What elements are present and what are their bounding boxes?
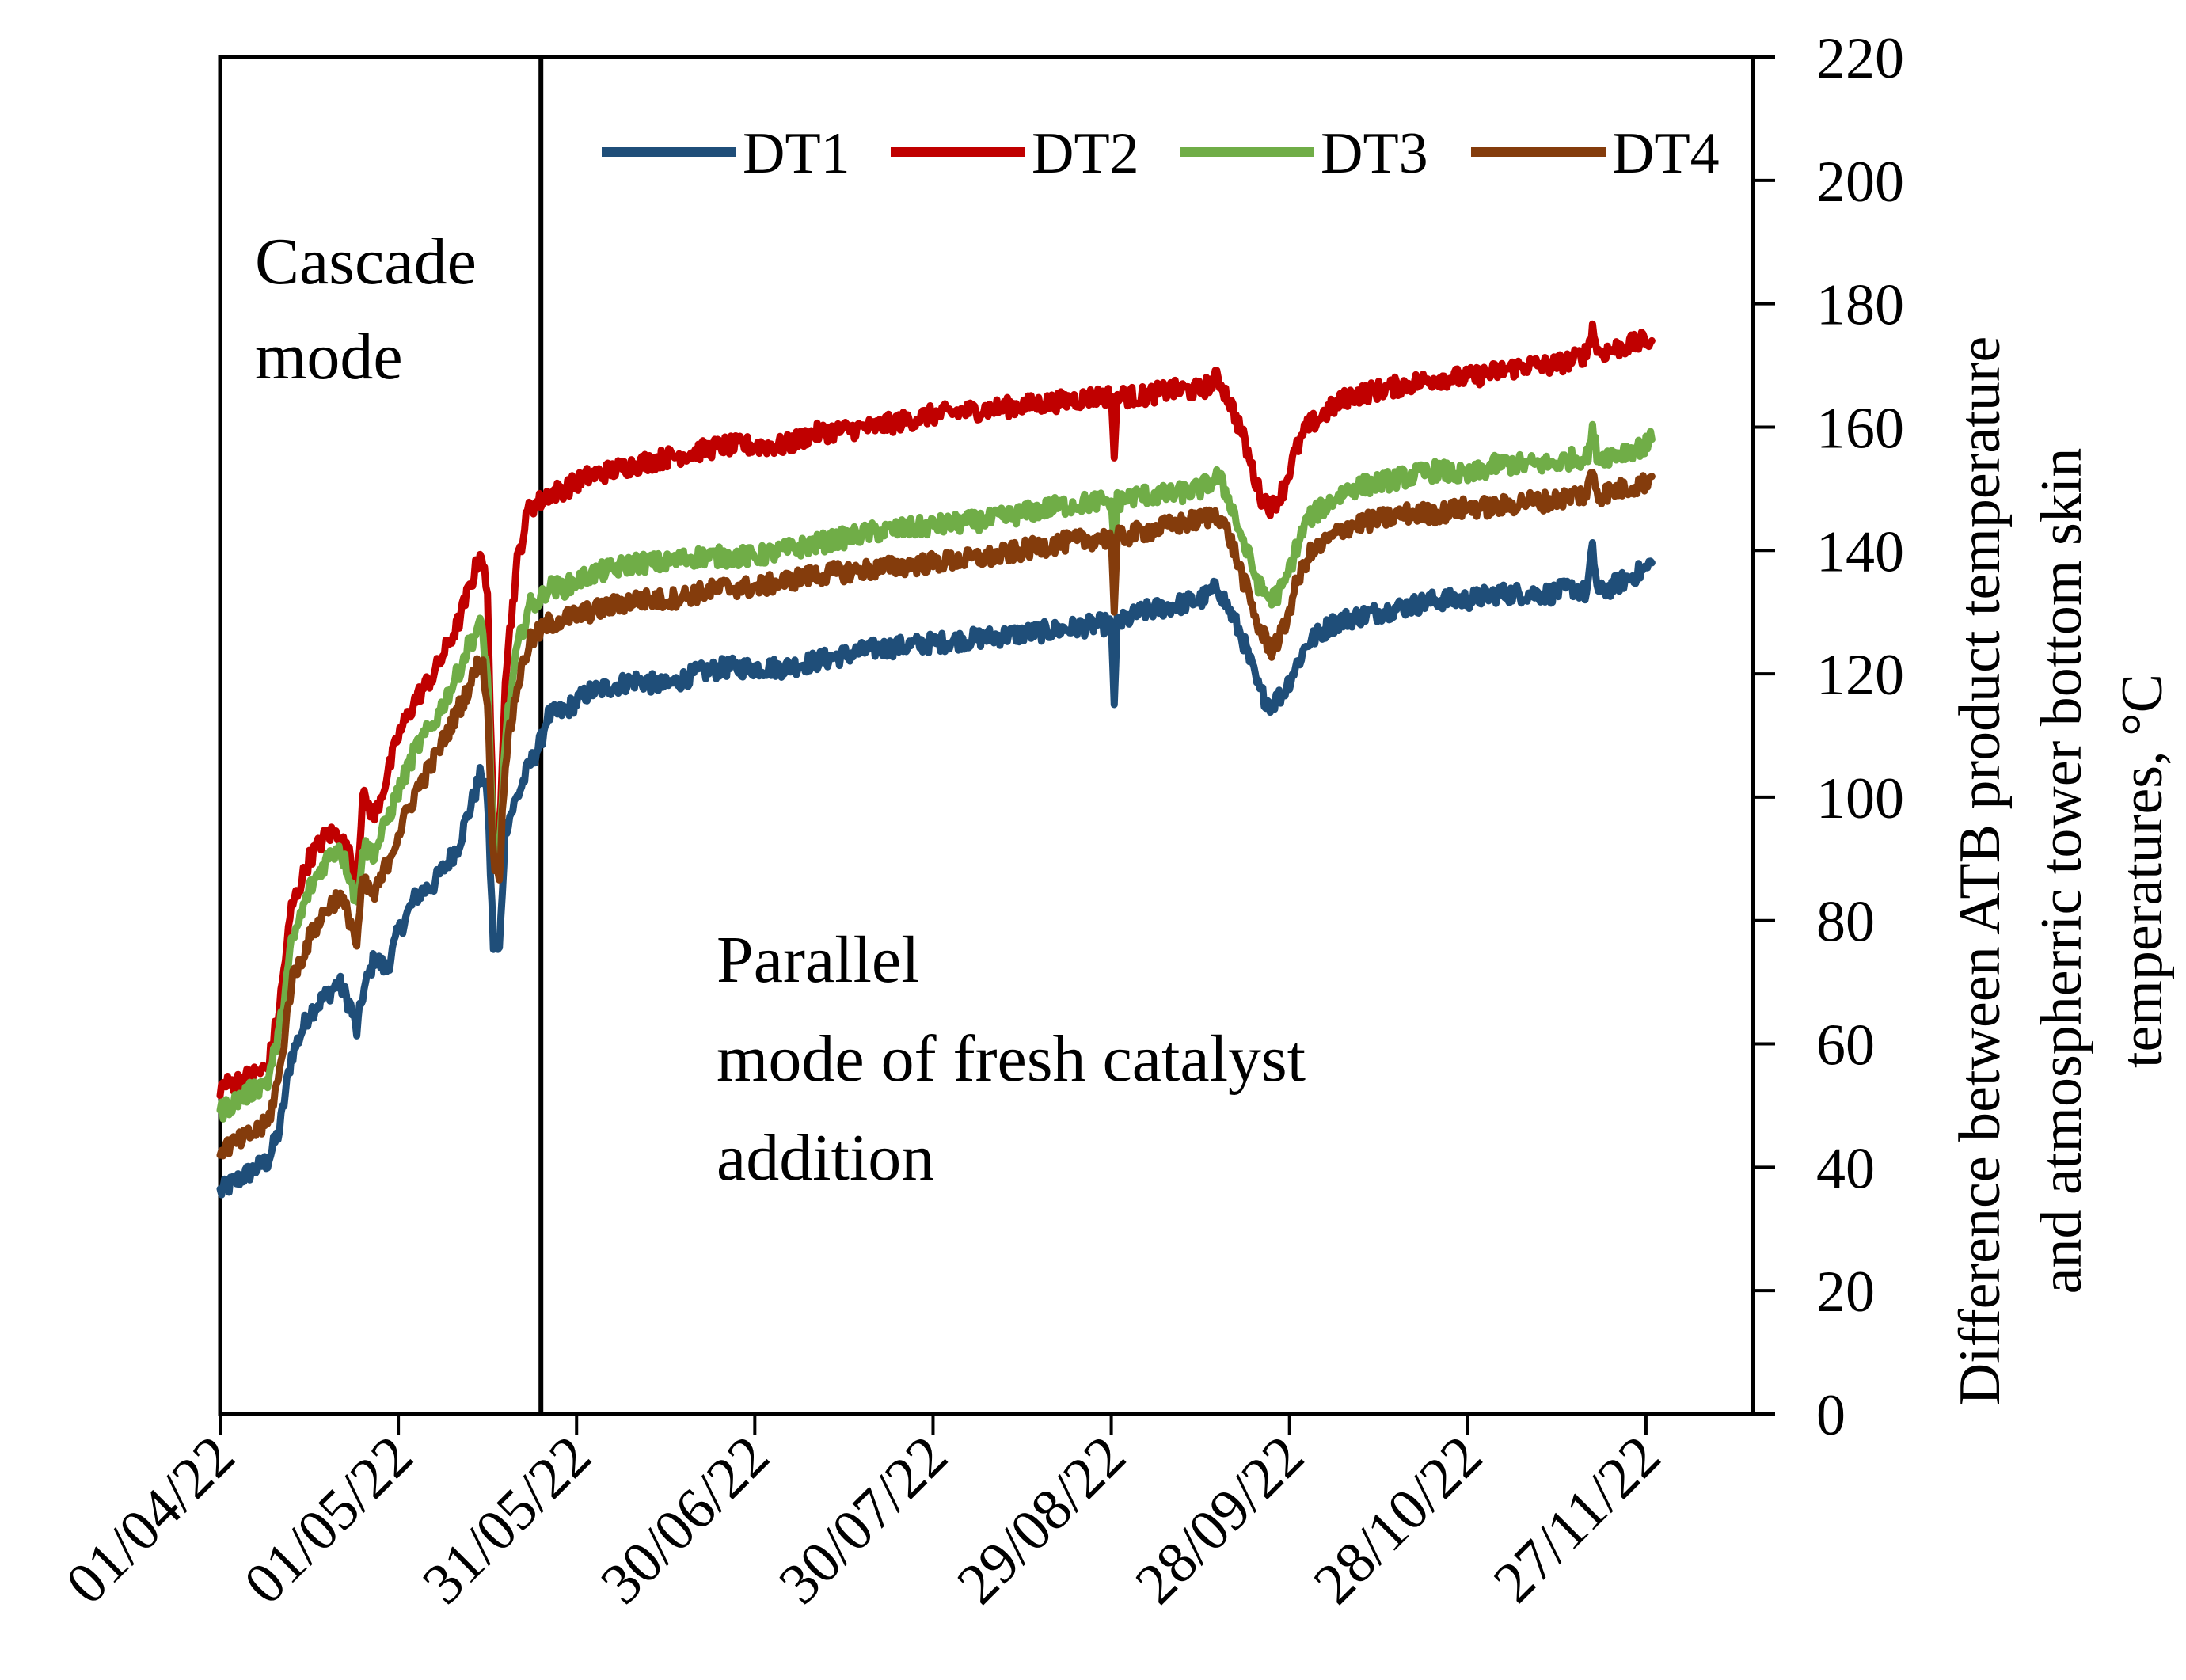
annotation-cascade-line1: Cascade	[255, 225, 477, 298]
y-tick-label: 220	[1816, 26, 1904, 91]
legend-label-dt2: DT2	[1032, 121, 1139, 186]
series-line-dt1	[216, 539, 1656, 1199]
y-tick-label: 200	[1816, 150, 1904, 215]
y-tick-label: 0	[1816, 1383, 1846, 1448]
annotation-parallel-line2: mode of fresh catalyst	[717, 1022, 1306, 1096]
y-tick-label: 60	[1816, 1013, 1875, 1078]
legend: DT1 DT2 DT3 DT4	[602, 121, 1720, 186]
plot-area-frame	[218, 55, 1755, 1416]
y-tick-label: 140	[1816, 519, 1904, 584]
y-tick-label: 80	[1816, 890, 1875, 955]
y-tick-label: 120	[1816, 643, 1904, 708]
y-tick-label: 100	[1816, 766, 1904, 831]
y-axis-title: Difference between ATB product temperatu…	[1948, 336, 2175, 1406]
y-axis-title-line1: Difference between ATB product temperatu…	[1948, 336, 2013, 1406]
y-axis-title-line2: and atmospherric tower bottom skin	[2029, 448, 2094, 1294]
annotation-parallel-line1: Parallel	[717, 923, 920, 997]
y-tick-label: 160	[1816, 396, 1904, 461]
series-line-dt2	[216, 320, 1656, 1100]
series-layer	[216, 320, 1656, 1199]
y-axis-title-line3: temperatures, °C	[2110, 674, 2175, 1068]
annotation-cascade-line2: mode	[255, 320, 403, 393]
y-axis: 0 20 40 60 80 100 120 140 160 180 200 220	[1753, 26, 1904, 1448]
series-line-dt3	[216, 420, 1656, 1123]
y-tick-label: 20	[1816, 1260, 1875, 1325]
y-tick-label: 40	[1816, 1136, 1875, 1201]
series-line-dt4	[216, 469, 1656, 1160]
legend-label-dt1: DT1	[743, 121, 850, 186]
annotations: Cascade mode Parallel mode of fresh cata…	[255, 225, 1306, 1195]
y-tick-label: 180	[1816, 273, 1904, 338]
legend-label-dt3: DT3	[1321, 121, 1428, 186]
annotation-parallel-line3: addition	[717, 1121, 934, 1195]
legend-label-dt4: DT4	[1612, 121, 1720, 186]
